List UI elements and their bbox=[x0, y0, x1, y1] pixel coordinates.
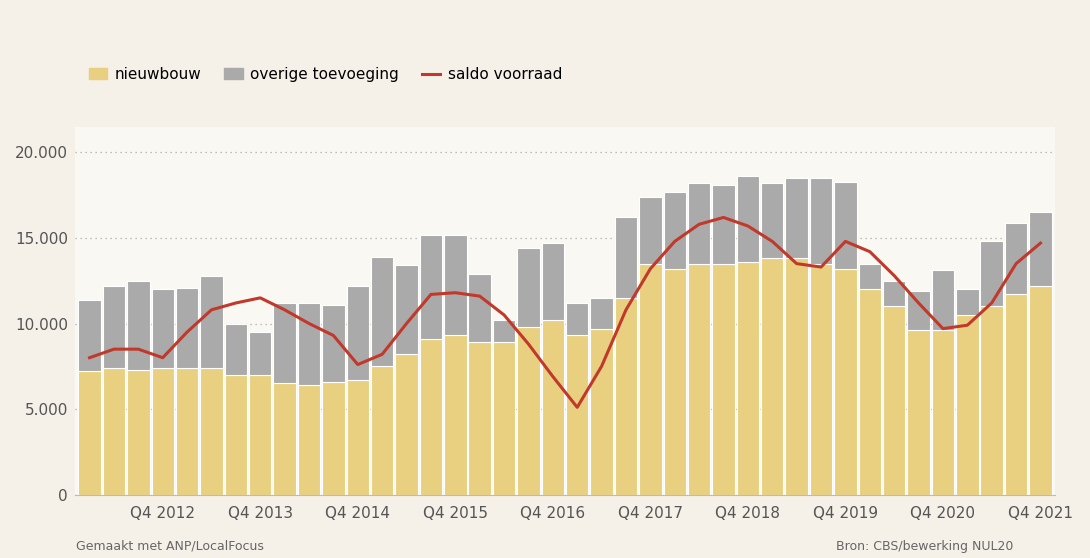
Bar bbox=[249, 375, 271, 494]
Bar bbox=[883, 281, 906, 306]
Bar bbox=[981, 242, 1003, 306]
Bar bbox=[249, 332, 271, 375]
Bar bbox=[883, 306, 906, 494]
Bar bbox=[859, 263, 881, 289]
Bar bbox=[371, 366, 393, 494]
Bar bbox=[78, 372, 100, 494]
Bar bbox=[78, 300, 100, 372]
Bar bbox=[396, 354, 417, 494]
Bar bbox=[664, 192, 686, 269]
Bar bbox=[761, 258, 784, 494]
Bar bbox=[956, 289, 979, 315]
Bar bbox=[225, 324, 247, 375]
Bar bbox=[542, 320, 564, 494]
Bar bbox=[688, 263, 711, 494]
Bar bbox=[128, 370, 149, 494]
Bar bbox=[1005, 223, 1027, 295]
Bar bbox=[102, 286, 125, 368]
Bar bbox=[102, 368, 125, 494]
Bar bbox=[907, 330, 930, 494]
Bar bbox=[737, 262, 759, 494]
Bar bbox=[932, 330, 954, 494]
Bar bbox=[786, 178, 808, 258]
Bar bbox=[420, 339, 443, 494]
Bar bbox=[859, 289, 881, 494]
Bar bbox=[932, 271, 954, 330]
Legend: nieuwbouw, overige toevoeging, saldo voorraad: nieuwbouw, overige toevoeging, saldo voo… bbox=[83, 61, 568, 88]
Bar bbox=[712, 185, 735, 263]
Bar bbox=[128, 281, 149, 370]
Bar bbox=[639, 263, 662, 494]
Bar bbox=[152, 289, 174, 368]
Bar bbox=[323, 305, 344, 382]
Text: Bron: CBS/bewerking NUL20: Bron: CBS/bewerking NUL20 bbox=[836, 540, 1014, 552]
Bar bbox=[1005, 295, 1027, 494]
Bar bbox=[615, 298, 638, 494]
Bar bbox=[956, 315, 979, 494]
Bar bbox=[737, 176, 759, 262]
Bar bbox=[712, 263, 735, 494]
Bar bbox=[420, 234, 443, 339]
Bar bbox=[493, 320, 516, 342]
Bar bbox=[225, 375, 247, 494]
Bar bbox=[639, 197, 662, 263]
Bar bbox=[469, 274, 490, 342]
Bar bbox=[175, 368, 198, 494]
Bar bbox=[274, 383, 295, 494]
Bar bbox=[591, 329, 613, 494]
Bar bbox=[175, 287, 198, 368]
Bar bbox=[981, 306, 1003, 494]
Bar bbox=[347, 380, 370, 494]
Bar bbox=[493, 342, 516, 494]
Bar bbox=[786, 258, 808, 494]
Bar bbox=[542, 243, 564, 320]
Bar bbox=[907, 291, 930, 330]
Bar bbox=[347, 286, 370, 380]
Bar bbox=[201, 276, 222, 368]
Bar bbox=[298, 303, 320, 385]
Bar bbox=[688, 183, 711, 263]
Bar bbox=[761, 183, 784, 258]
Bar bbox=[810, 178, 833, 263]
Bar bbox=[518, 248, 540, 327]
Bar bbox=[444, 234, 467, 335]
Bar bbox=[1029, 286, 1052, 494]
Bar bbox=[298, 385, 320, 494]
Bar bbox=[518, 327, 540, 494]
Bar bbox=[274, 303, 295, 383]
Bar bbox=[1029, 212, 1052, 286]
Bar bbox=[566, 303, 589, 335]
Bar bbox=[566, 335, 589, 494]
Bar bbox=[152, 368, 174, 494]
Bar bbox=[396, 266, 417, 354]
Bar bbox=[615, 218, 638, 298]
Bar bbox=[201, 368, 222, 494]
Bar bbox=[371, 257, 393, 366]
Bar bbox=[810, 263, 833, 494]
Bar bbox=[444, 335, 467, 494]
Bar bbox=[469, 342, 490, 494]
Bar bbox=[834, 181, 857, 269]
Text: Gemaakt met ANP/LocalFocus: Gemaakt met ANP/LocalFocus bbox=[76, 540, 264, 552]
Bar bbox=[834, 269, 857, 494]
Bar bbox=[323, 382, 344, 494]
Bar bbox=[591, 298, 613, 329]
Bar bbox=[664, 269, 686, 494]
